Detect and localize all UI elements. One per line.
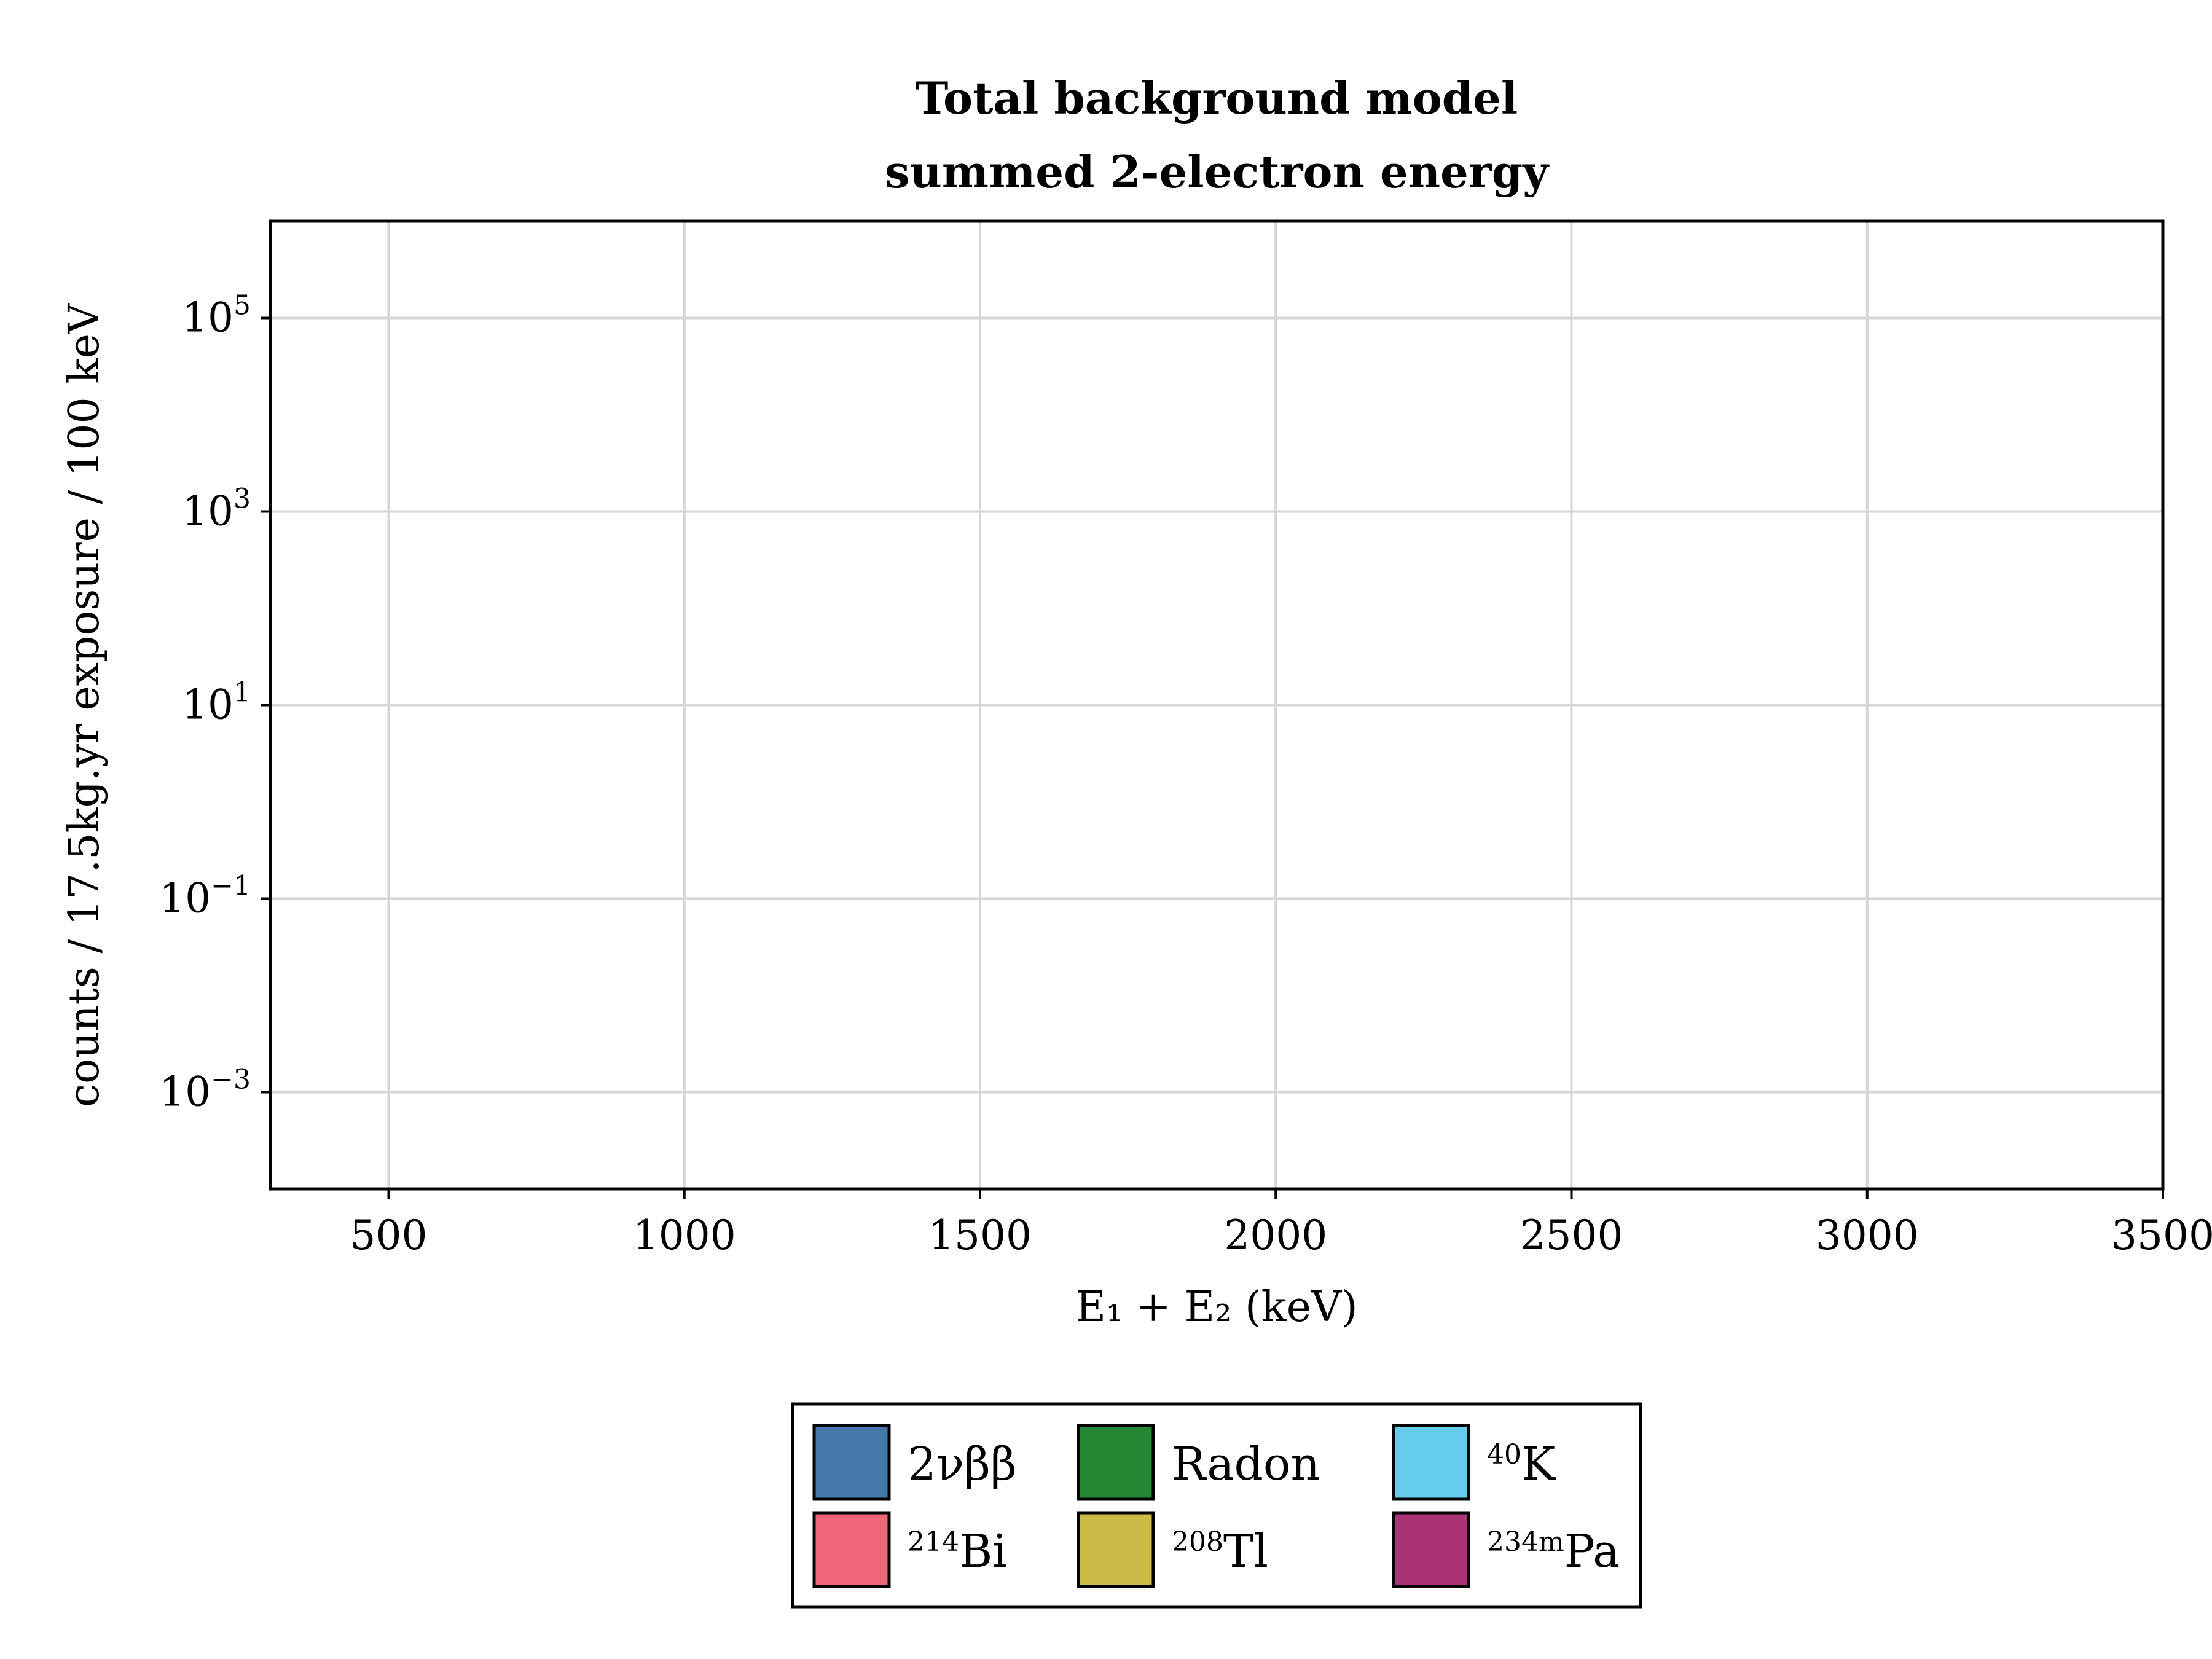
legend-label-214Bi: 214Bi [908,1525,1007,1578]
legend-label-208Tl: 208Tl [1172,1525,1268,1578]
legend-label-2νββ: 2νββ [908,1438,1017,1491]
legend-swatch-214Bi [812,1511,891,1588]
legend-swatch-2νββ [812,1424,891,1501]
y-tick-label: 10−3 [159,1064,251,1116]
grid [270,221,2163,1189]
x-tick-label: 2500 [1520,1212,1623,1259]
y-axis: 10−3 10−1 101 103 105 [159,290,270,1116]
legend-swatch-Radon [1077,1424,1155,1501]
legend: 2νββ Radon 40K 214Bi 208Tl 234mPa [791,1402,1642,1609]
chart-title: Total background model [916,72,1518,124]
x-tick-label: 500 [350,1212,428,1259]
y-axis-label: counts / 17.5kg.yr exposure / 100 keV [60,302,109,1107]
legend-swatch-234mPa [1392,1511,1470,1588]
y-tick-label: 105 [182,290,251,342]
x-tick-label: 1500 [928,1212,1032,1259]
x-tick-label: 3000 [1816,1212,1919,1259]
x-tick-label: 1000 [633,1212,736,1259]
legend-swatch-40K [1392,1424,1470,1501]
y-tick-label: 101 [182,677,251,729]
x-tick-label: 2000 [1224,1212,1327,1259]
legend-label-40K: 40K [1487,1438,1556,1491]
legend-swatch-208Tl [1077,1511,1155,1588]
legend-label-Radon: Radon [1172,1438,1320,1491]
legend-frame [791,1402,1642,1609]
y-tick-label: 103 [182,484,251,535]
x-tick-label: 3500 [2111,1212,2212,1259]
x-axis-label: E₁ + E₂ (keV) [1075,1283,1357,1332]
y-tick-label: 10−1 [159,871,251,922]
legend-label-234mPa: 234mPa [1487,1525,1620,1578]
chart-subtitle: summed 2-electron energy [885,146,1550,198]
x-axis: 500 1000 1500 2000 2500 3000 3500 [350,1189,2212,1259]
